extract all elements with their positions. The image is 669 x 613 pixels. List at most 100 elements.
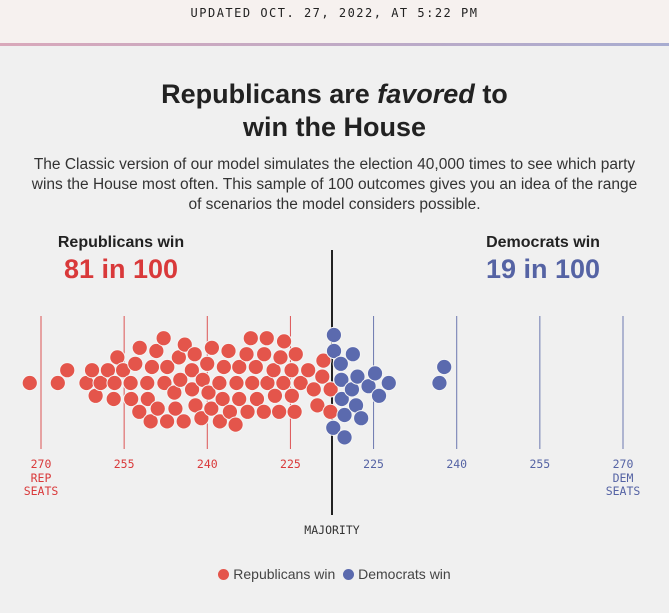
outcome-dot-rep: [220, 342, 237, 360]
tick-label: 225: [280, 457, 301, 471]
outcome-dot-rep: [314, 368, 331, 385]
outcome-dot-rep: [21, 374, 38, 392]
title-emphasis: favored: [377, 79, 475, 109]
outcome-dot-rep: [49, 374, 66, 392]
democrats-label: Democrats win: [486, 234, 600, 251]
outcome-dot-dem: [436, 358, 453, 376]
outcome-dot-rep: [227, 416, 244, 433]
republicans-odds: Republicans win 81 in 100: [55, 234, 187, 285]
outcome-dot-rep: [203, 339, 220, 356]
outcome-dot-rep: [287, 346, 304, 363]
outcome-dot-rep: [292, 374, 309, 392]
democrats-odds: Democrats win 19 in 100: [476, 234, 610, 285]
democrats-value: 19 in 100: [485, 254, 601, 284]
outcome-dot-rep: [175, 413, 192, 430]
outcome-dot-rep: [159, 358, 176, 376]
chart-description: The Classic version of our model simulat…: [31, 156, 638, 213]
outcome-dot-rep: [231, 358, 248, 376]
outcome-dot-rep: [305, 381, 322, 398]
outcome-dot-rep: [131, 339, 148, 356]
outcome-dot-dem: [349, 368, 366, 385]
outcome-dot-rep: [203, 400, 220, 417]
outcome-dot-dem: [325, 326, 342, 344]
outcome-dot-rep: [149, 400, 166, 417]
header-band: [0, 0, 669, 44]
tick-sublabel: SEATS: [606, 484, 641, 498]
outcome-dot-rep: [247, 358, 264, 376]
outcome-dot-rep: [127, 355, 144, 372]
outcome-dot-rep: [286, 403, 303, 420]
tick-sublabel: REP: [31, 471, 52, 485]
outcome-dot-rep: [231, 390, 248, 408]
title-line2: win the House: [242, 112, 426, 142]
outcome-dot-rep: [83, 362, 101, 379]
outcome-dot-rep: [322, 403, 339, 420]
outcome-dot-dem: [325, 419, 342, 436]
majority-label: MAJORITY: [304, 523, 359, 537]
outcome-dot-dem: [333, 371, 350, 388]
outcome-dot-dem: [431, 374, 448, 392]
tick-sublabel: DEM: [613, 471, 634, 485]
title-part2: to: [474, 79, 508, 109]
outcome-dot-rep: [139, 390, 156, 408]
outcome-dot-rep: [167, 400, 184, 417]
outcome-dot-rep: [211, 374, 228, 392]
outcome-dot-rep: [265, 362, 282, 379]
chart-title: Republicans are favored to win the House: [0, 78, 669, 144]
outcome-dot-rep: [322, 381, 339, 398]
legend: Republicans win Democrats win: [0, 566, 669, 582]
republicans-value: 81 in 100: [63, 254, 179, 284]
tick-label: 255: [114, 457, 135, 471]
outcome-dot-rep: [142, 413, 159, 430]
outcome-dot-rep: [275, 333, 293, 350]
outcome-dot-rep: [59, 362, 76, 379]
outcome-dot-dem: [353, 410, 370, 427]
outcome-dot-rep: [214, 390, 231, 408]
outcome-dot-rep: [183, 362, 200, 379]
legend-dem-swatch: [343, 569, 355, 580]
outcome-dot-rep: [271, 403, 288, 420]
outcome-dot-rep: [211, 413, 228, 430]
outcome-dot-rep: [122, 374, 139, 392]
outcome-dot-dem: [370, 387, 388, 404]
outcome-dot-rep: [139, 374, 156, 392]
tick-label: 270: [613, 457, 634, 471]
legend-rep-swatch: [218, 569, 230, 580]
updated-timestamp: UPDATED OCT. 27, 2022, AT 5:22 PM: [190, 6, 479, 20]
outcome-dot-rep: [309, 397, 326, 414]
outcome-dot-rep: [148, 342, 165, 360]
outcome-dot-rep: [199, 355, 216, 372]
legend-rep-label: Republicans win: [233, 566, 336, 582]
outcome-dot-dem: [325, 342, 343, 360]
republicans-label: Republicans win: [57, 234, 185, 251]
outcome-dot-rep: [315, 352, 332, 369]
outcome-dot-dem: [360, 378, 377, 395]
outcome-dot-rep: [123, 390, 140, 408]
tick-label: 255: [529, 457, 550, 471]
outcome-dot-rep: [186, 346, 203, 363]
outcome-dot-dem: [380, 374, 397, 392]
outcome-dot-rep: [283, 387, 300, 404]
outcome-dot-rep: [131, 403, 148, 420]
outcome-dot-dem: [336, 429, 353, 446]
outcome-dot-rep: [193, 410, 210, 427]
title-part1: Republicans are: [161, 79, 378, 109]
outcome-dot-rep: [300, 362, 317, 379]
outcome-dot-rep: [283, 362, 300, 379]
outcome-dot-rep: [266, 387, 284, 404]
outcome-dot-dem: [332, 355, 349, 372]
outcome-dot-rep: [256, 346, 273, 363]
outcome-dot-rep: [176, 336, 193, 353]
outcome-dot-rep: [106, 374, 123, 392]
tick-sublabel: SEATS: [24, 484, 59, 498]
outcome-dot-rep: [143, 358, 161, 376]
outcome-dot-rep: [242, 330, 259, 347]
outcome-dot-rep: [172, 371, 189, 388]
outcome-dot-dem: [336, 406, 353, 424]
outcome-dot-rep: [255, 403, 272, 420]
outcome-dot-rep: [158, 413, 176, 430]
outcome-dot-rep: [105, 390, 122, 408]
outcome-dot-rep: [155, 330, 172, 347]
tick-label: 240: [197, 457, 218, 471]
outcome-dot-rep: [238, 346, 255, 363]
